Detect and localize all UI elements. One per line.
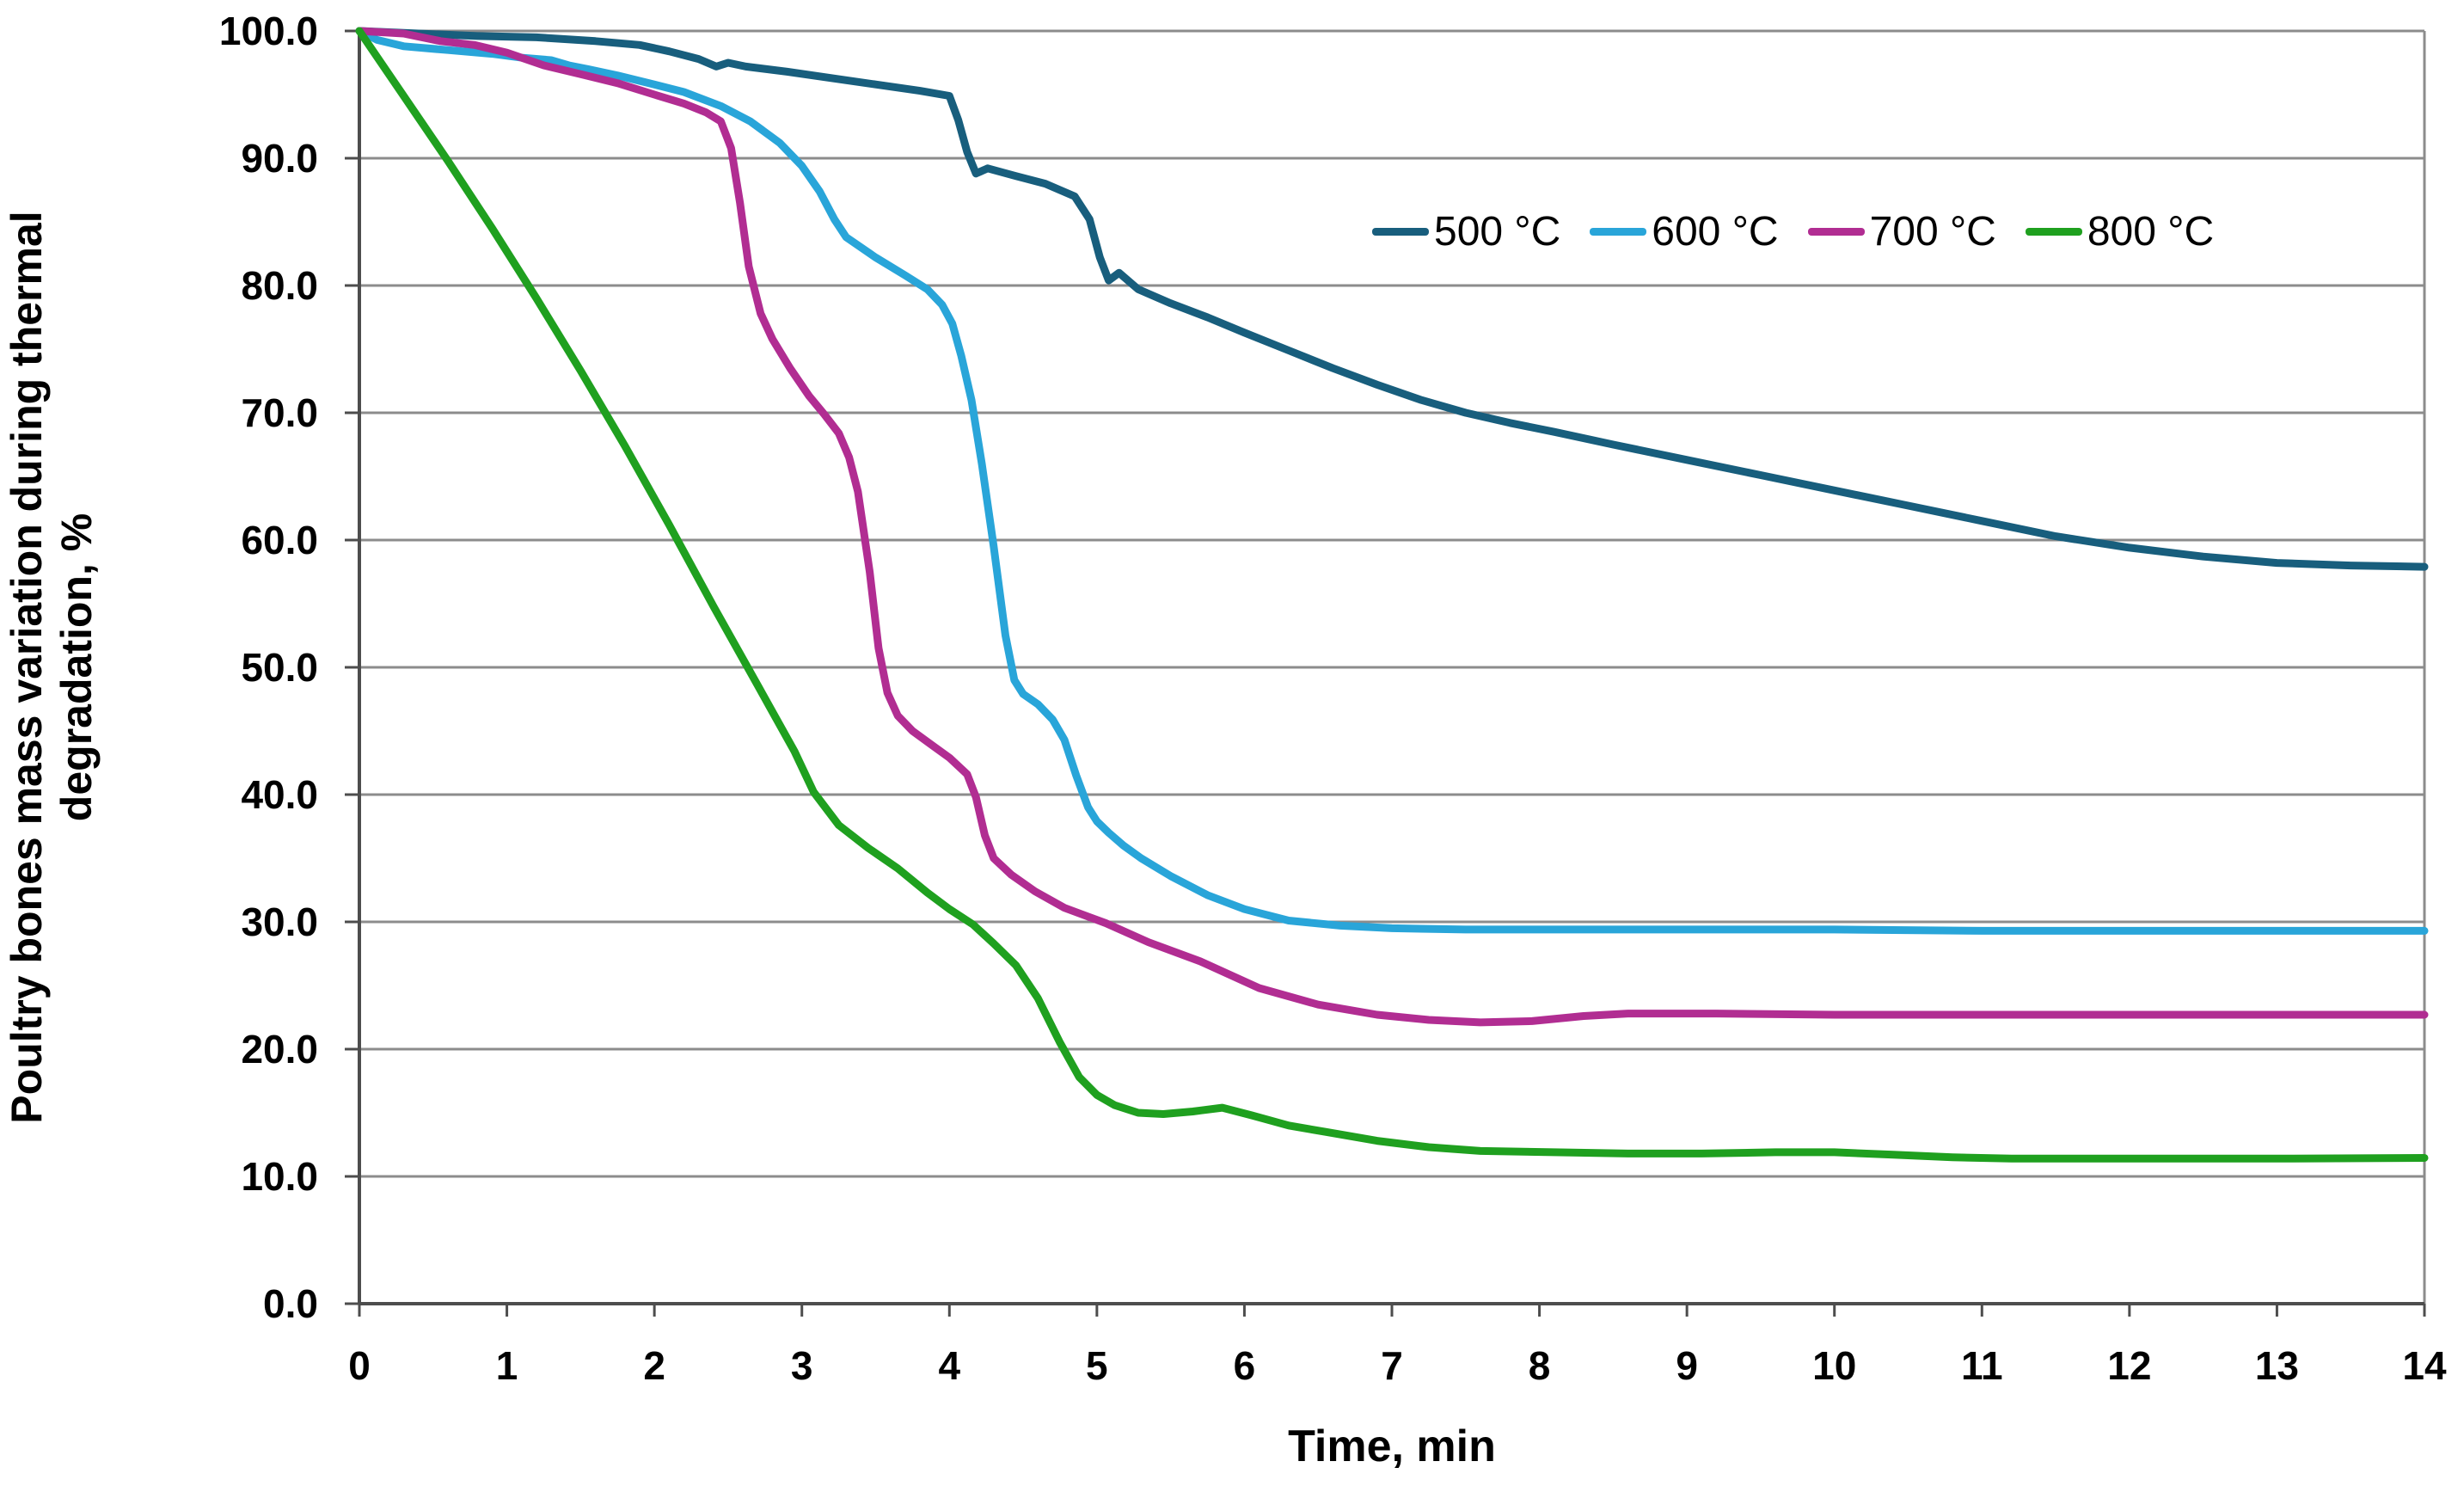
y-tick-label: 20.0: [241, 1027, 318, 1072]
y-tick-label: 30.0: [241, 900, 318, 944]
legend-item: 700 °C: [1807, 208, 1996, 255]
series-line-700c: [355, 27, 2429, 1027]
legend-label: 500 °C: [1434, 209, 1561, 255]
legend-item: 800 °C: [2025, 208, 2215, 255]
legend-swatch-700c: [1807, 228, 1865, 236]
legend-label: 800 °C: [2087, 209, 2215, 255]
x-tick-label: 11: [1961, 1343, 2003, 1388]
x-tick-label: 1: [496, 1343, 518, 1388]
x-tick-label: 7: [1381, 1343, 1403, 1388]
x-tick-label: 3: [791, 1343, 813, 1388]
y-axis-title-line1: Poultry bones mass variation during ther…: [3, 211, 51, 1124]
x-tick-label: 8: [1529, 1343, 1551, 1388]
x-tick-label: 14: [2402, 1343, 2447, 1388]
series-line-500c: [355, 27, 2429, 571]
x-tick-label: 0: [348, 1343, 371, 1388]
legend-label: 700 °C: [1869, 209, 1996, 255]
legend-swatch-800c: [2025, 228, 2082, 236]
y-tick-label: 90.0: [241, 136, 318, 181]
legend-swatch-500c: [1372, 228, 1429, 236]
x-tick-label: 13: [2255, 1343, 2299, 1388]
series-line-800c: [355, 27, 2429, 1163]
x-tick-label: 10: [1812, 1343, 1856, 1388]
legend-swatch-600c: [1590, 228, 1647, 236]
x-tick-label: 2: [643, 1343, 665, 1388]
y-tick-label: 60.0: [241, 518, 318, 562]
x-tick-label: 5: [1086, 1343, 1108, 1388]
y-tick-label: 80.0: [241, 263, 318, 308]
y-tick-label: 70.0: [241, 390, 318, 435]
x-tick-label: 9: [1676, 1343, 1698, 1388]
y-tick-label: 0.0: [263, 1281, 318, 1326]
x-tick-label: 12: [2107, 1343, 2151, 1388]
x-axis-title: Time, min: [1288, 1422, 1496, 1471]
y-tick-label: 10.0: [241, 1154, 318, 1199]
legend-item: 600 °C: [1590, 208, 1779, 255]
y-tick-label: 100.0: [219, 9, 318, 53]
y-axis-title: Poultry bones mass variation during ther…: [2, 31, 105, 1304]
legend-label: 600 °C: [1652, 209, 1779, 255]
x-tick-label: 6: [1234, 1343, 1256, 1388]
y-tick-label: 50.0: [241, 645, 318, 690]
series-line-600c: [355, 27, 2429, 935]
x-tick-label: 4: [938, 1343, 960, 1388]
y-tick-label: 40.0: [241, 772, 318, 817]
y-axis-title-line2: degradation, %: [52, 513, 101, 822]
legend-item: 500 °C: [1372, 208, 1560, 255]
legend: 500 °C 600 °C 700 °C 800 °C: [1372, 208, 2243, 255]
